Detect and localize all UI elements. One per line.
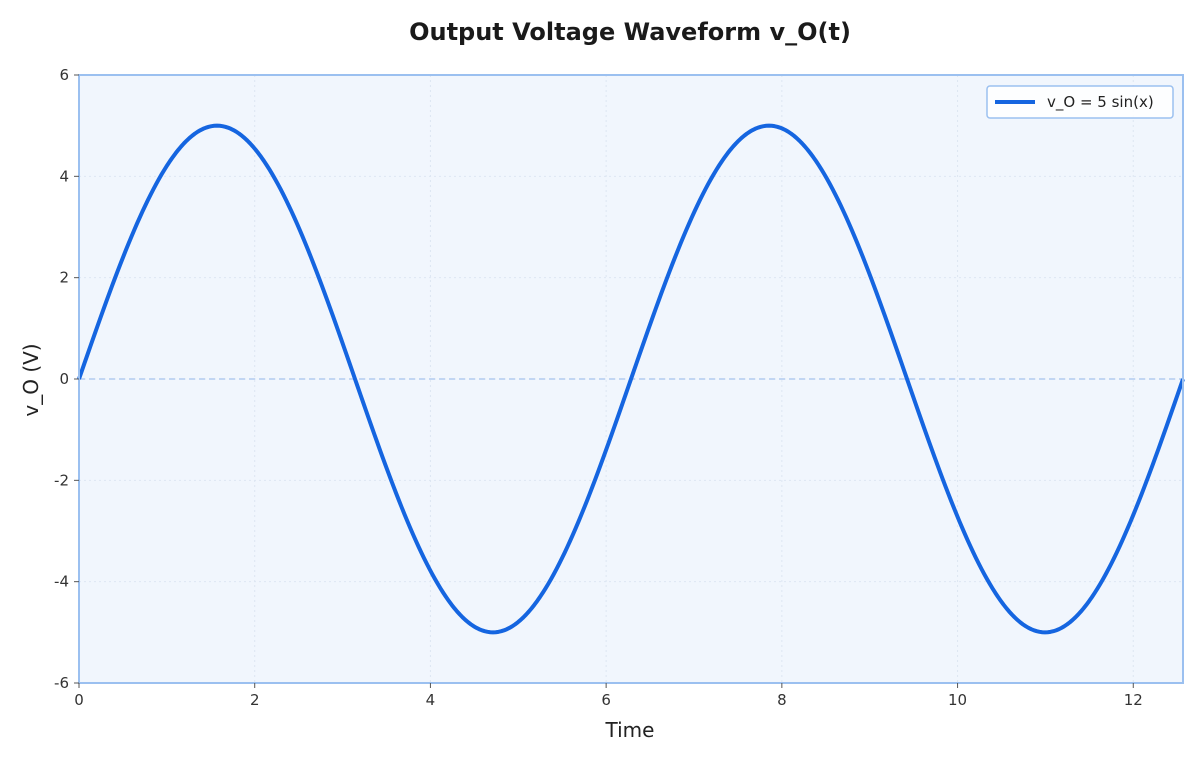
x-axis-ticks: 0 2 4 6 8 10 12: [74, 683, 1143, 709]
legend-label: v_O = 5 sin(x): [1047, 93, 1154, 112]
y-tick-label: 4: [59, 167, 69, 185]
x-tick-label: 6: [601, 691, 611, 709]
x-axis-title: Time: [605, 718, 655, 742]
legend: v_O = 5 sin(x): [986, 85, 1174, 119]
series-line-vo: [77, 123, 1185, 635]
y-axis-title: v_O (V): [19, 343, 43, 416]
legend-box: [986, 85, 1174, 119]
y-tick-label: 6: [59, 66, 69, 84]
y-tick-label: 0: [59, 370, 69, 388]
y-tick-label: -4: [54, 573, 69, 591]
y-tick-label: -2: [54, 471, 69, 489]
chart-title: Output Voltage Waveform v_O(t): [409, 18, 851, 46]
y-tick-label: -6: [54, 674, 69, 692]
x-tick-label: 10: [948, 691, 967, 709]
y-tick-label: 2: [59, 269, 69, 287]
x-tick-label: 0: [74, 691, 84, 709]
x-tick-label: 8: [777, 691, 787, 709]
x-tick-label: 12: [1124, 691, 1143, 709]
y-axis-ticks: -6 -4 -2 0 2 4 6: [54, 66, 79, 692]
x-tick-label: 4: [426, 691, 436, 709]
x-tick-label: 2: [250, 691, 260, 709]
